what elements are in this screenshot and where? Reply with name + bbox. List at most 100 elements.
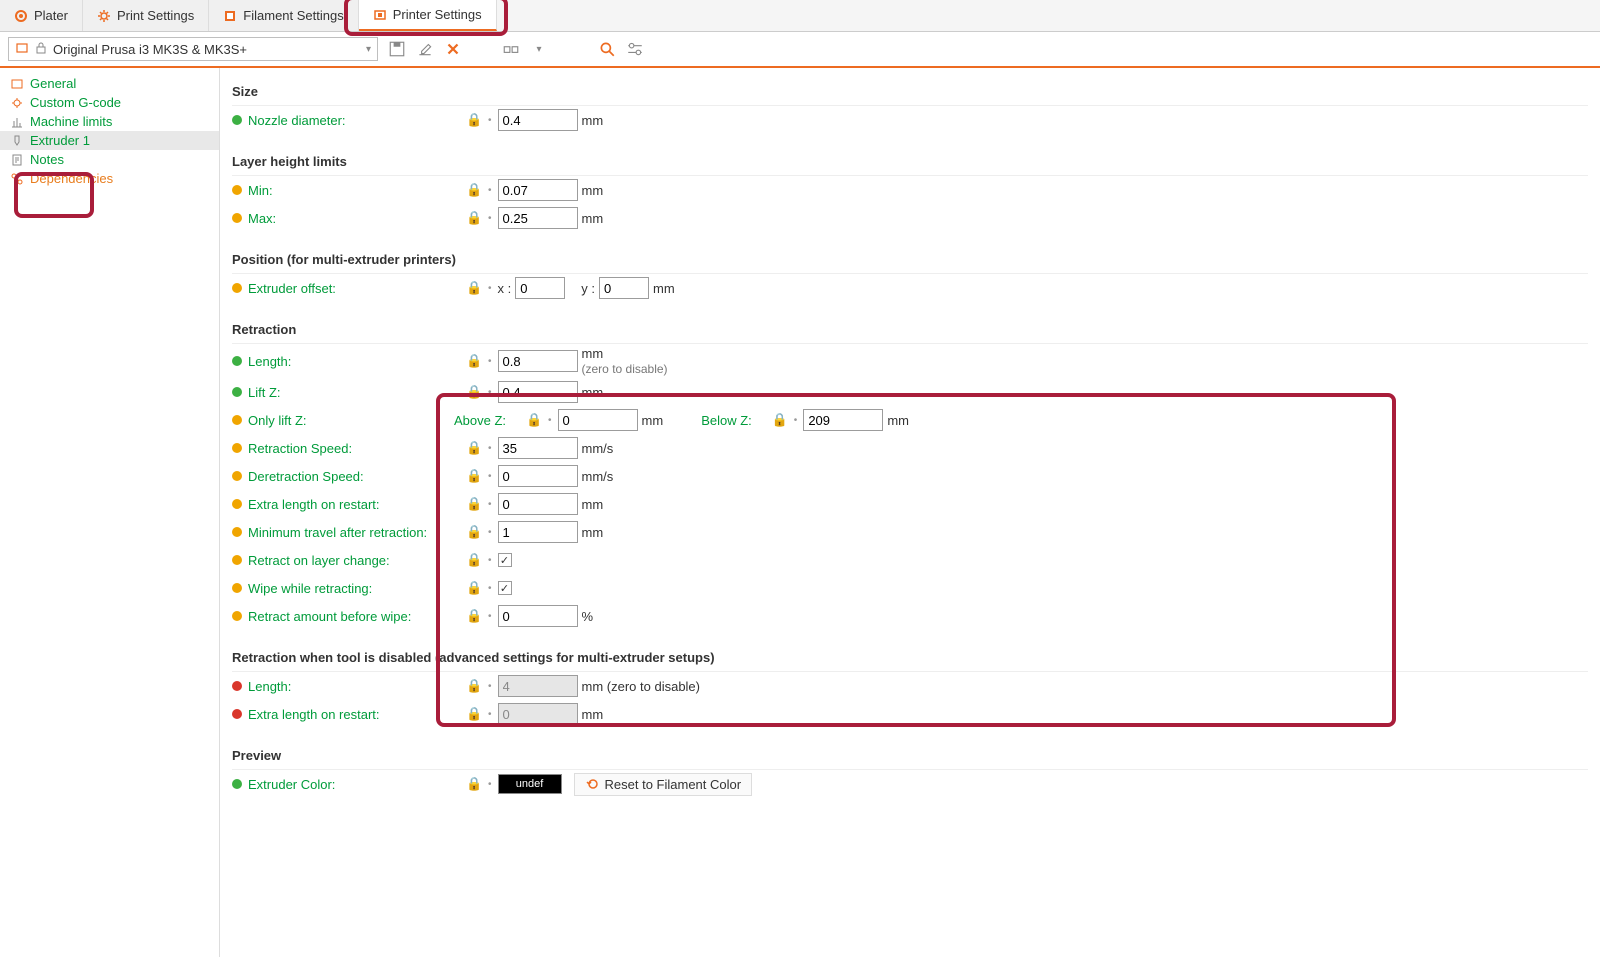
deretraction-speed-input[interactable] — [498, 465, 578, 487]
offset-y-input[interactable] — [599, 277, 649, 299]
lock-icon[interactable]: 🔒 — [772, 412, 788, 428]
sidebar-item-general[interactable]: General — [0, 74, 219, 93]
lock-icon[interactable]: 🔒 — [466, 524, 482, 540]
rename-icon[interactable] — [416, 40, 434, 58]
min-input[interactable] — [498, 179, 578, 201]
unit: mm — [582, 525, 604, 540]
retraction-length-input[interactable] — [498, 350, 578, 372]
unit: mm — [582, 183, 604, 198]
lock-icon[interactable]: 🔒 — [466, 440, 482, 456]
lock-icon[interactable]: 🔒 — [466, 608, 482, 624]
filament-icon — [223, 9, 237, 23]
dot-icon: • — [488, 611, 492, 622]
above-z-label: Above Z: — [454, 413, 506, 428]
lock-icon[interactable]: 🔒 — [466, 182, 482, 198]
lock-icon[interactable]: 🔒 — [466, 280, 482, 296]
dot-icon: • — [488, 387, 492, 398]
field-label: Nozzle diameter: — [248, 113, 466, 128]
wipe-retracting-checkbox[interactable]: ✓ — [498, 581, 512, 595]
profile-select[interactable]: Original Prusa i3 MK3S & MK3S+ ▾ — [8, 37, 378, 61]
row-length: Length: 🔒• mm (zero to disable) — [232, 344, 1588, 378]
status-bullet — [232, 283, 242, 293]
retract-before-wipe-input[interactable] — [498, 605, 578, 627]
dot-icon: • — [488, 555, 492, 566]
offset-x-input[interactable] — [515, 277, 565, 299]
lock-icon[interactable]: 🔒 — [466, 210, 482, 226]
lock-icon[interactable]: 🔒 — [466, 552, 482, 568]
lock-icon[interactable]: 🔒 — [466, 776, 482, 792]
lock-icon[interactable]: 🔒 — [466, 384, 482, 400]
sidebar-item-extruder1[interactable]: Extruder 1 — [0, 131, 219, 150]
row-onlyliftz: Only lift Z: Above Z: 🔒• mm Below Z: 🔒• … — [232, 406, 1588, 434]
extra-restart-input[interactable] — [498, 493, 578, 515]
max-input[interactable] — [498, 207, 578, 229]
nozzle-diameter-input[interactable] — [498, 109, 578, 131]
extruder-color-swatch[interactable]: undef — [498, 774, 562, 794]
tab-plater[interactable]: Plater — [0, 0, 83, 31]
field-label: Minimum travel after retraction: — [248, 525, 466, 540]
unit: mm — [582, 113, 604, 128]
dot-icon: • — [488, 499, 492, 510]
row-extruder-color: Extruder Color: 🔒• undef Reset to Filame… — [232, 770, 1588, 798]
field-label: Retract amount before wipe: — [248, 609, 466, 624]
belowz-input[interactable] — [803, 409, 883, 431]
plater-icon — [14, 9, 28, 23]
section-retraction-disabled: Retraction when tool is disabled (advanc… — [232, 644, 1588, 672]
lock-icon[interactable]: 🔒 — [466, 678, 482, 694]
sidebar-item-dependencies[interactable]: Dependencies — [0, 169, 219, 188]
sidebar-item-machine-limits[interactable]: Machine limits — [0, 112, 219, 131]
reset-color-button[interactable]: Reset to Filament Color — [574, 773, 753, 796]
retraction-speed-input[interactable] — [498, 437, 578, 459]
row-max: Max: 🔒• mm — [232, 204, 1588, 232]
retract-layer-change-checkbox[interactable]: ✓ — [498, 553, 512, 567]
section-size: Size — [232, 78, 1588, 106]
row-liftz: Lift Z: 🔒• mm — [232, 378, 1588, 406]
sidebar-item-custom-gcode[interactable]: Custom G-code — [0, 93, 219, 112]
unit: % — [582, 609, 594, 624]
unit: mm/s — [582, 469, 614, 484]
search-icon[interactable] — [598, 40, 616, 58]
dot-icon: • — [488, 471, 492, 482]
tab-label: Filament Settings — [243, 8, 343, 23]
lock-icon[interactable]: 🔒 — [466, 496, 482, 512]
row-min-travel: Minimum travel after retraction: 🔒• mm — [232, 518, 1588, 546]
settings-icon[interactable] — [626, 40, 644, 58]
tab-printer-settings[interactable]: Printer Settings — [359, 0, 497, 31]
status-bullet — [232, 527, 242, 537]
field-label: Length: — [248, 354, 466, 369]
abovez-input[interactable] — [558, 409, 638, 431]
x-label: x : — [498, 281, 512, 296]
status-bullet — [232, 611, 242, 621]
compare-icon[interactable] — [502, 40, 520, 58]
field-label: Deretraction Speed: — [248, 469, 466, 484]
lock-icon[interactable]: 🔒 — [466, 706, 482, 722]
row-disabled-length: Length: 🔒• mm (zero to disable) — [232, 672, 1588, 700]
tab-print-settings[interactable]: Print Settings — [83, 0, 209, 31]
field-label: Wipe while retracting: — [248, 581, 466, 596]
lock-icon[interactable]: 🔒 — [526, 412, 542, 428]
min-travel-input[interactable] — [498, 521, 578, 543]
unit: mm — [582, 497, 604, 512]
dot-icon: • — [488, 709, 492, 720]
disabled-extra-input — [498, 703, 578, 725]
lock-icon[interactable]: 🔒 — [466, 580, 482, 596]
below-z-label: Below Z: — [701, 413, 752, 428]
field-label: Retract on layer change: — [248, 553, 466, 568]
field-label: Extra length on restart: — [248, 707, 466, 722]
status-bullet — [232, 709, 242, 719]
lock-icon[interactable]: 🔒 — [466, 112, 482, 128]
lock-icon[interactable]: 🔒 — [466, 468, 482, 484]
sidebar-label: General — [30, 76, 76, 91]
sidebar-item-notes[interactable]: Notes — [0, 150, 219, 169]
status-bullet — [232, 415, 242, 425]
dropdown-icon[interactable]: ▾ — [530, 40, 548, 58]
tab-filament-settings[interactable]: Filament Settings — [209, 0, 358, 31]
save-icon[interactable] — [388, 40, 406, 58]
delete-icon[interactable] — [444, 40, 462, 58]
dot-icon: • — [488, 283, 492, 294]
field-label: Max: — [248, 211, 466, 226]
lock-icon[interactable]: 🔒 — [466, 353, 482, 369]
status-bullet — [232, 115, 242, 125]
liftz-input[interactable] — [498, 381, 578, 403]
dot-icon: • — [488, 583, 492, 594]
